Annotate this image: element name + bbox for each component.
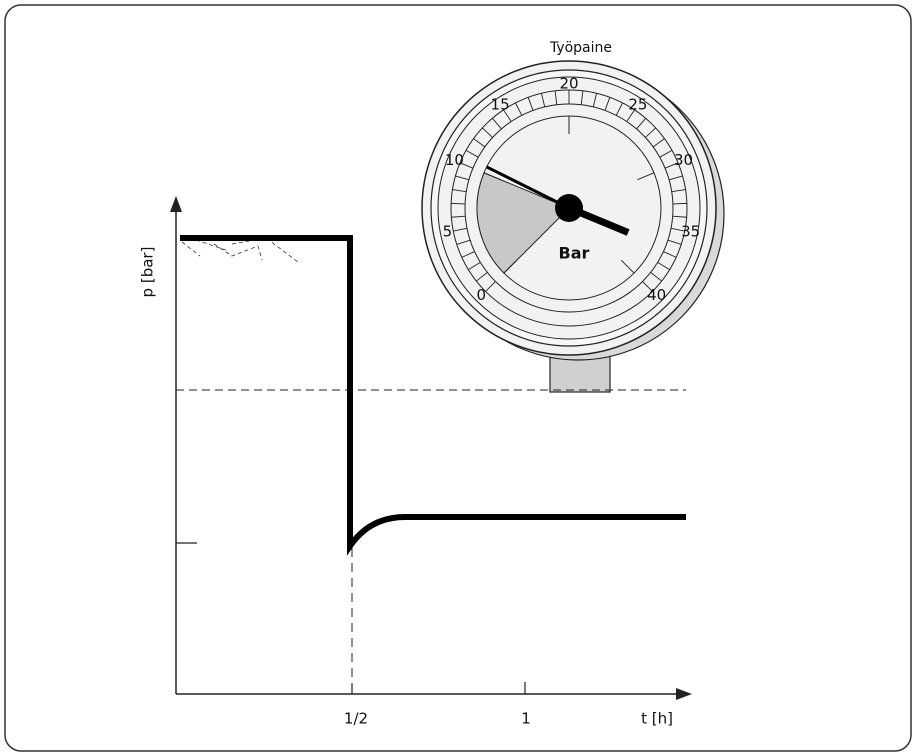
gauge-tick: [657, 261, 670, 271]
gauge-tick: [668, 175, 683, 181]
gauge-tick: [541, 93, 546, 107]
gauge-tick: [642, 281, 653, 292]
gauge-tick: [659, 149, 673, 158]
gauge-tick: [503, 109, 512, 122]
gauge-tick: [592, 93, 597, 107]
gauge-tick: [451, 215, 466, 218]
gauge-tick: [515, 102, 523, 116]
gauge-tick: [485, 281, 496, 292]
gauge-tick: [672, 215, 687, 218]
x-tick-label: 1/2: [344, 710, 368, 728]
gauge-major-tick: [503, 259, 518, 274]
gauge-tick: [527, 97, 534, 111]
pressure-curve: [180, 235, 686, 556]
gauge-tick: [650, 272, 662, 282]
gauge-tick: [455, 175, 470, 181]
gauge-needle-tail: [485, 165, 570, 210]
gauge-tick: [671, 189, 686, 193]
gauge-scale-label: 30: [674, 151, 693, 169]
gauge-major-tick: [637, 172, 655, 181]
gauge-tick: [473, 138, 486, 148]
gauge-tick: [652, 138, 665, 148]
gauge-title: Työpaine: [549, 40, 612, 56]
gauge-tick: [492, 117, 502, 130]
x-axis-label: t [h]: [641, 710, 673, 728]
gauge-tick: [615, 102, 623, 116]
gauge-scale-label: 10: [445, 151, 464, 169]
gauge-tick: [580, 90, 584, 105]
gauge-tick: [626, 109, 635, 122]
gauge-tick: [670, 227, 685, 232]
gauge-tick: [664, 162, 679, 169]
gauge-scale-label: 35: [681, 223, 700, 241]
gauge-scale-label: 25: [628, 95, 647, 113]
gauge-tick: [476, 272, 488, 282]
gauge-sector: [476, 172, 570, 274]
gauge-tick: [636, 117, 646, 130]
gauge-unit: Bar: [559, 244, 590, 263]
gauge-tick: [453, 227, 468, 232]
gauge-scale-label: 0: [477, 286, 487, 304]
gauge-scale-label: 15: [491, 95, 510, 113]
gauge-tick: [667, 239, 682, 245]
gauge-tick: [468, 261, 481, 271]
gauge-ticks: 0 5 10 15 20 25 30 35 40: [443, 75, 701, 305]
gauge-tick: [645, 127, 656, 138]
gauge-scale-label: 20: [559, 75, 578, 93]
gauge-tick: [663, 251, 677, 258]
gauge-scale-label: 40: [647, 286, 666, 304]
gauge-tick: [461, 251, 475, 258]
gauge-tick: [604, 97, 611, 111]
gauge-tick: [451, 202, 466, 205]
gauge-tick: [554, 90, 558, 105]
gauge-tick: [456, 239, 471, 245]
gauge-tick: [465, 149, 479, 158]
gauge-tick: [459, 162, 474, 169]
y-axis-label: p [bar]: [139, 247, 157, 298]
x-tick-label: 1: [521, 710, 531, 728]
gauge-scale-label: 5: [443, 223, 453, 241]
pressure-fluctuation: [181, 237, 299, 263]
gauge-tick: [482, 127, 493, 138]
y-arrow: [170, 196, 182, 212]
gauge-major-tick: [483, 172, 501, 181]
gauge-tick: [672, 202, 687, 205]
gauge-tick: [452, 189, 467, 193]
gauge-hub: [555, 194, 583, 222]
x-arrow: [676, 688, 692, 700]
gauge-major-tick: [620, 259, 635, 274]
